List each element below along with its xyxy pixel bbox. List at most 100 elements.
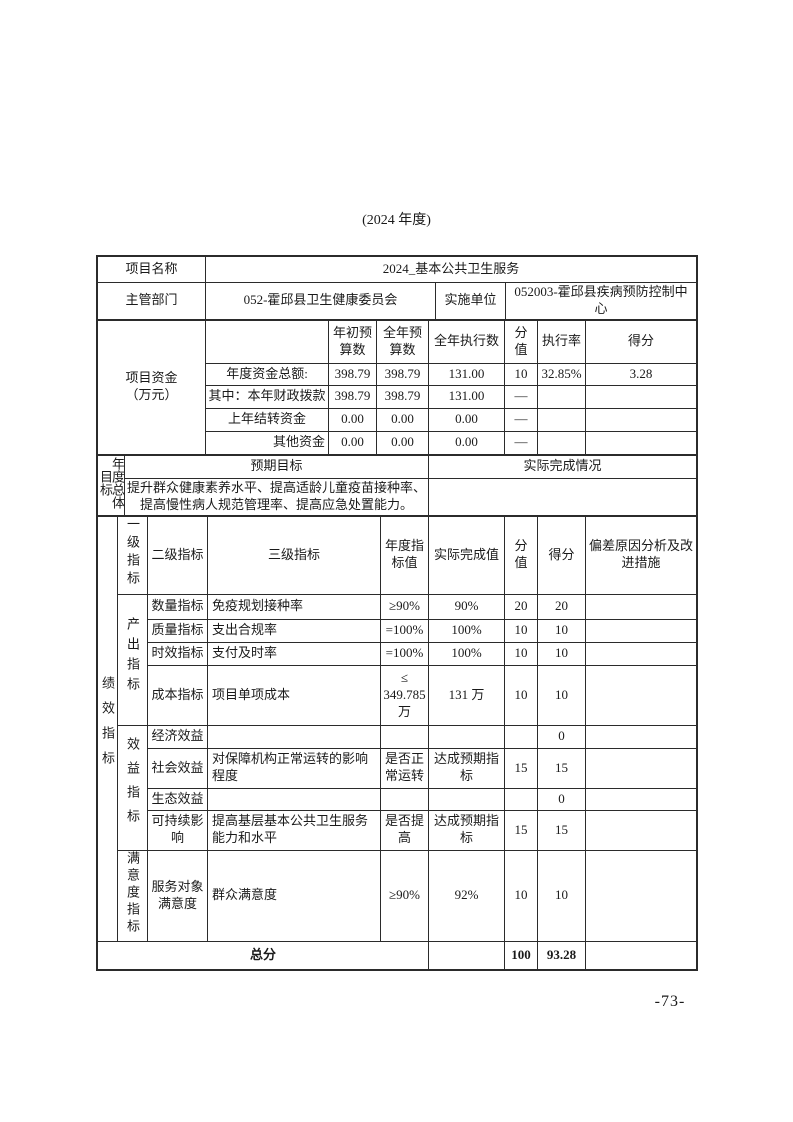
funding-begin-budget: 0.00 — [328, 407, 377, 432]
indicator-l2: 生态效益 — [147, 787, 208, 811]
group-output-label: 产出指标 — [117, 593, 148, 726]
funding-exec-rate — [537, 430, 586, 455]
funding-row-label: 其中：本年财政拨款 — [205, 384, 329, 409]
indicator-target: ≤ 349.785 万 — [380, 664, 429, 726]
table-row: 年度资金总额: 398.79 398.79 131.00 10 32.85% 3… — [98, 362, 697, 386]
expected-goal-text: 提升群众健康素养水平、提高适龄儿童疫苗接种率、 提高慢性病人规范管理率、提高应急… — [124, 477, 429, 516]
table-row: 满意度指标 服务对象 满意度 群众满意度 ≥90% 92% 10 10 — [98, 849, 697, 942]
funding-weight: — — [504, 407, 538, 432]
funding-section-label: 项目资金 （万元） — [97, 319, 206, 455]
indicator-deviation — [585, 787, 697, 811]
funding-executed: 131.00 — [428, 384, 505, 409]
total-deviation — [585, 940, 697, 970]
funding-subheader-blank — [205, 319, 329, 364]
table-row: 项目名称 2024_基本公共卫生服务 — [97, 256, 697, 283]
funding-weight: — — [504, 384, 538, 409]
indicator-deviation — [585, 618, 697, 643]
indicator-l3: 项目单项成本 — [207, 664, 381, 726]
funding-score — [585, 430, 697, 455]
funding-year-budget: 0.00 — [376, 407, 429, 432]
indicator-weight — [504, 724, 538, 749]
indicator-target: 是否提 高 — [380, 809, 429, 851]
dept-value: 052-霍邱县卫生健康委员会 — [205, 282, 436, 320]
indicator-l2: 社会效益 — [147, 747, 208, 789]
indicator-score: 20 — [537, 593, 586, 620]
annual-goal-section: 年度总体目标 预期目标 实际完成情况 提升群众健康素养水平、提高适龄儿童疫苗接种… — [97, 454, 697, 516]
table-row: 质量指标 支出合规率 =100% 100% 10 10 — [98, 618, 697, 643]
indicator-target: 是否正 常运转 — [380, 747, 429, 789]
table-row: 其他资金 0.00 0.00 0.00 — — [98, 430, 697, 455]
project-name-label: 项目名称 — [97, 256, 206, 283]
indicator-score: 15 — [537, 809, 586, 851]
performance-indicator-label: 绩效指标 — [97, 515, 118, 942]
target-value-header: 年度指 标值 — [380, 515, 429, 595]
indicator-l2: 数量指标 — [147, 593, 208, 620]
funding-col-executed: 全年执行数 — [428, 319, 505, 364]
funding-score — [585, 384, 697, 409]
funding-exec-rate — [537, 384, 586, 409]
actual-completion-header: 实际完成情况 — [428, 454, 697, 479]
indicator-weight: 10 — [504, 618, 538, 643]
weight-header: 分 值 — [504, 515, 538, 595]
indicator-l2: 服务对象 满意度 — [147, 849, 208, 942]
indicator-deviation — [585, 664, 697, 726]
indicator-l3: 支出合规率 — [207, 618, 381, 643]
table-row: 可持续影 响 提高基层基本公共卫生服务 能力和水平 是否提 高 达成预期指 标 … — [98, 809, 697, 851]
total-score-label: 总分 — [97, 940, 429, 970]
group-satisfaction-label: 满意度指标 — [117, 849, 148, 942]
indicator-score: 10 — [537, 664, 586, 726]
indicators-section: 绩效指标 一级指标 二级指标 三级指标 年度指 标值 实际完成值 分 值 得分 … — [97, 515, 697, 970]
indicator-l2: 经济效益 — [147, 724, 208, 749]
funding-col-weight: 分 值 — [504, 319, 538, 364]
indicator-weight: 10 — [504, 664, 538, 726]
indicator-weight: 10 — [504, 849, 538, 942]
indicator-l2: 成本指标 — [147, 664, 208, 726]
indicator-l2: 可持续影 响 — [147, 809, 208, 851]
indicator-actual: 100% — [428, 641, 505, 666]
funding-begin-budget: 398.79 — [328, 362, 377, 386]
project-name-value: 2024_基本公共卫生服务 — [205, 256, 697, 283]
indicator-score: 0 — [537, 787, 586, 811]
funding-weight: — — [504, 430, 538, 455]
table-row: 产出指标 数量指标 免疫规划接种率 ≥90% 90% 20 20 — [98, 593, 697, 726]
indicator-actual: 131 万 — [428, 664, 505, 726]
indicator-target: ≥90% — [380, 849, 429, 942]
table-row: 生态效益 0 — [98, 787, 697, 811]
indicator-l3: 对保障机构正常运转的影响 程度 — [207, 747, 381, 789]
indicator-actual: 100% — [428, 618, 505, 643]
funding-section: 项目资金 （万元） 年初预 算数 全年预 算数 全年执行数 分 值 执行率 得分… — [97, 319, 697, 455]
indicator-target: ≥90% — [380, 593, 429, 620]
expected-goal-header: 预期目标 — [124, 454, 429, 479]
indicator-l2: 质量指标 — [147, 618, 208, 643]
indicator-deviation — [585, 849, 697, 942]
page-number: -73- — [654, 993, 686, 1010]
funding-year-budget: 398.79 — [376, 362, 429, 386]
indicator-actual — [428, 787, 505, 811]
funding-exec-rate — [537, 407, 586, 432]
table-row: 绩效指标 一级指标 二级指标 三级指标 年度指 标值 实际完成值 分 值 得分 … — [97, 515, 697, 942]
deviation-header: 偏差原因分析及改 进措施 — [585, 515, 697, 595]
indicator-score: 10 — [537, 618, 586, 643]
actual-value-header: 实际完成值 — [428, 515, 505, 595]
indicator-target: =100% — [380, 641, 429, 666]
funding-score: 3.28 — [585, 362, 697, 386]
indicator-l3 — [207, 724, 381, 749]
funding-col-score: 得分 — [585, 319, 697, 364]
table-row: 提升群众健康素养水平、提高适龄儿童疫苗接种率、 提高慢性病人规范管理率、提高应急… — [98, 477, 697, 516]
level1-header: 一级指标 — [117, 515, 148, 595]
indicator-actual: 92% — [428, 849, 505, 942]
funding-executed: 0.00 — [428, 407, 505, 432]
funding-score — [585, 407, 697, 432]
indicator-actual — [428, 724, 505, 749]
table-row: 上年结转资金 0.00 0.00 0.00 — — [98, 407, 697, 432]
unit-label: 实施单位 — [435, 282, 506, 320]
indicator-l3: 支付及时率 — [207, 641, 381, 666]
indicator-deviation — [585, 641, 697, 666]
table-row: 项目资金 （万元） 年初预 算数 全年预 算数 全年执行数 分 值 执行率 得分 — [97, 319, 697, 455]
indicator-deviation — [585, 747, 697, 789]
annual-goal-label: 年度总体目标 — [97, 454, 125, 516]
total-actual — [428, 940, 505, 970]
total-weight: 100 — [504, 940, 538, 970]
indicator-score: 15 — [537, 747, 586, 789]
funding-begin-budget: 0.00 — [328, 430, 377, 455]
